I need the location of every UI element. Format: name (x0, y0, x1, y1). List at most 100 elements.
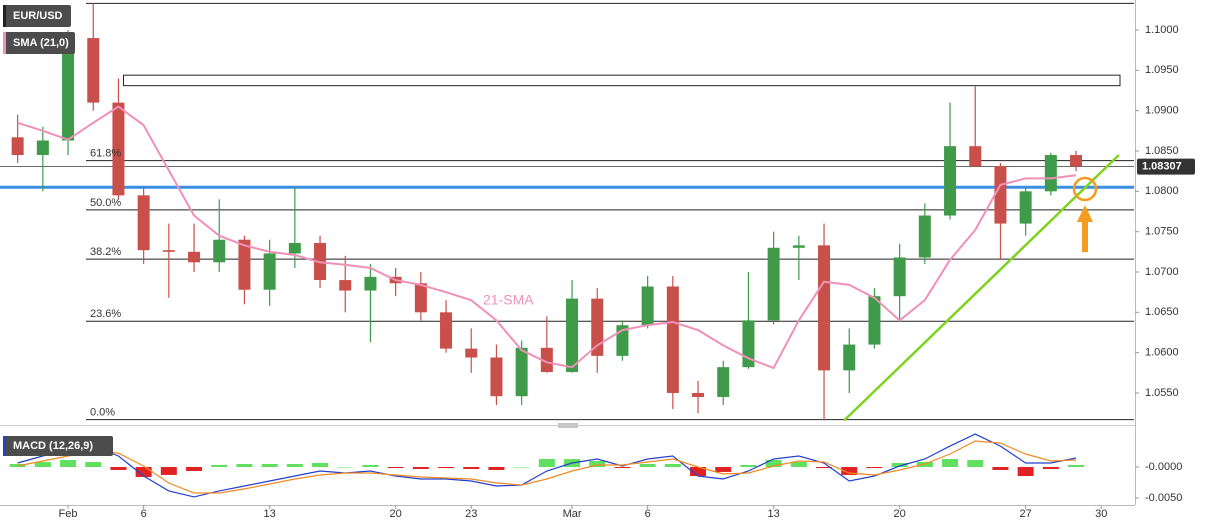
candle-body (818, 245, 831, 371)
candle-body (263, 253, 276, 290)
x-tick-label: 23 (465, 508, 477, 520)
pane-grip[interactable] (558, 423, 578, 428)
histogram-bar (891, 463, 908, 468)
histogram-bar (1017, 467, 1034, 476)
histogram-bar (362, 464, 379, 468)
histogram-bar (236, 464, 253, 468)
histogram-bar (286, 464, 303, 468)
last-price-label: 1.08307 (1142, 160, 1182, 172)
histogram-bar (160, 467, 177, 475)
histogram-bar (488, 467, 505, 470)
histogram-bar (866, 467, 883, 468)
histogram-bar (690, 467, 707, 476)
fibonacci-label: 38.2% (90, 246, 121, 258)
annotation-marker (1072, 176, 1098, 252)
candle-body (188, 251, 201, 263)
trendline (843, 154, 1120, 422)
legend-label: MACD (12,26,9) (13, 440, 93, 452)
histogram-bar (1068, 465, 1085, 468)
histogram-bar (790, 462, 807, 468)
candle-body (11, 137, 24, 156)
annotation: 21-SMA (483, 292, 534, 308)
histogram-bar (967, 460, 984, 468)
y-tick-label: 1.1000 (1145, 24, 1179, 36)
x-tick-label: 6 (645, 508, 651, 520)
histogram-bar (614, 467, 631, 468)
candle-body (767, 247, 780, 321)
macd-line (17, 433, 1077, 498)
candle-body (490, 357, 503, 397)
histogram-bar (110, 467, 127, 470)
candle-body (515, 347, 528, 397)
candle-body (868, 296, 881, 345)
y-tick-label: 1.0850 (1145, 145, 1179, 157)
resistance-box (122, 74, 1121, 87)
candle-body (465, 348, 478, 358)
signal-line (17, 440, 1077, 494)
x-tick-label: 27 (1020, 508, 1032, 520)
candle-body (717, 367, 730, 398)
histogram-bar (639, 464, 656, 468)
x-tick-label: Mar (563, 508, 582, 520)
sma-line (17, 105, 1077, 370)
candle-body (1044, 155, 1057, 192)
candle-body (137, 195, 150, 251)
y-tick-label: 1.0900 (1145, 105, 1179, 117)
fibonacci-label: 50.0% (90, 197, 121, 209)
candle-body (969, 146, 982, 167)
histogram-bar (740, 464, 757, 468)
legend-label: EUR/USD (13, 10, 63, 22)
histogram-bar (438, 467, 455, 468)
candle-body (944, 146, 957, 216)
y-tick-label: 1.0800 (1145, 185, 1179, 197)
legend: EUR/USD SMA (21,0) MACD (12,26,9) (3, 5, 113, 456)
histogram-bar (538, 459, 555, 468)
histogram-bar (589, 460, 606, 468)
candle-body (566, 298, 579, 373)
candle-body (288, 242, 301, 254)
fibonacci-label: 61.8% (90, 148, 121, 160)
candle-body (843, 344, 856, 371)
y-tick-label: 1.0750 (1145, 226, 1179, 238)
x-tick-label: 6 (141, 508, 147, 520)
candle-body (540, 347, 553, 373)
candle-body (742, 320, 755, 368)
y-tick-label: 1.0950 (1145, 64, 1179, 76)
x-tick-label: 30 (1095, 508, 1107, 520)
candle-body (918, 215, 931, 258)
histogram-bar (34, 462, 51, 468)
candle-body (641, 286, 654, 326)
candle-body (87, 38, 100, 103)
histogram-bar (412, 467, 429, 469)
candle-body (591, 298, 604, 356)
fibonacci-label: 23.6% (90, 308, 121, 320)
histogram-bar (387, 467, 404, 468)
last-price-tag (1137, 158, 1195, 175)
histogram-bar (765, 460, 782, 468)
y-tick-label: 1.0600 (1145, 347, 1179, 359)
y-tick-label: 1.0550 (1145, 387, 1179, 399)
histogram-bar (337, 467, 354, 468)
candle-body (36, 140, 49, 156)
y-tick-label: -0.0000 (1145, 461, 1182, 473)
candle-body (213, 239, 226, 263)
candle-body (238, 239, 251, 290)
candle-body (893, 257, 906, 297)
candle-body (692, 392, 705, 398)
y-tick-label: 1.0650 (1145, 306, 1179, 318)
histogram-bar (715, 467, 732, 472)
candle-body (364, 276, 377, 291)
histogram-bar (664, 464, 681, 468)
candle-body (1070, 155, 1083, 167)
candle-body (112, 102, 125, 196)
x-tick-label: 13 (264, 508, 276, 520)
histogram-bar (463, 467, 480, 469)
histogram-bar (85, 462, 102, 468)
plot-area (0, 2, 1134, 498)
histogram-bar (841, 467, 858, 475)
candle-body (792, 245, 805, 248)
legend-label: SMA (21,0) (13, 37, 69, 49)
candle-body (162, 250, 175, 252)
